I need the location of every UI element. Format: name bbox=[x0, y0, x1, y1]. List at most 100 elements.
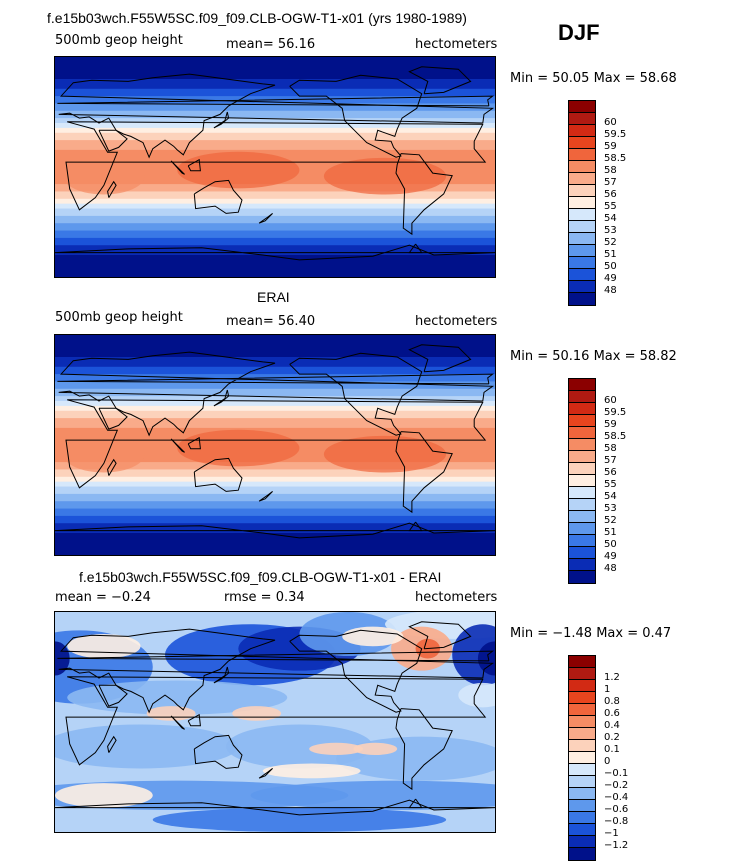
coastline bbox=[193, 734, 243, 769]
coastline bbox=[258, 491, 273, 502]
coastline bbox=[170, 438, 185, 453]
colorbar-cell bbox=[569, 740, 595, 752]
field-band bbox=[55, 486, 495, 495]
field-band bbox=[55, 501, 495, 510]
field-band bbox=[55, 381, 495, 390]
field-band bbox=[55, 481, 495, 488]
coastline bbox=[107, 180, 117, 198]
field-band bbox=[55, 405, 495, 412]
coastline bbox=[408, 344, 472, 373]
panel-2-mean-label: mean= 56.40 bbox=[226, 314, 316, 329]
colorbar-tick-label: −0.4 bbox=[604, 792, 629, 803]
colorbar-tick-label: 48 bbox=[604, 563, 617, 574]
coastline bbox=[57, 95, 495, 107]
colorbar-cell bbox=[569, 185, 595, 197]
colorbar-cell bbox=[569, 233, 595, 245]
colorbar-tick-label: 56 bbox=[604, 467, 617, 478]
colorbar-tick-label: 53 bbox=[604, 503, 617, 514]
field-band bbox=[55, 418, 495, 429]
field-band bbox=[55, 198, 495, 205]
season-label: DJF bbox=[558, 20, 600, 45]
colorbar-cell bbox=[569, 752, 595, 764]
colorbar-tick-label: −0.6 bbox=[604, 804, 629, 815]
field-patch bbox=[177, 151, 300, 189]
colorbar-cell bbox=[569, 776, 595, 788]
field-band bbox=[55, 357, 495, 368]
colorbar-tick-label: −0.1 bbox=[604, 768, 629, 779]
coastline bbox=[187, 158, 201, 172]
field-band bbox=[55, 533, 495, 555]
coastline bbox=[58, 73, 495, 159]
colorbar-tick-label: 0.2 bbox=[604, 732, 620, 743]
field-band bbox=[55, 462, 495, 470]
field-patch bbox=[323, 435, 447, 473]
panel-1-variable-label: 500mb geop height bbox=[55, 33, 183, 48]
colorbar-tick-label: 50 bbox=[604, 261, 617, 272]
coastline bbox=[55, 244, 495, 261]
coastline bbox=[98, 407, 128, 430]
colorbar-cell bbox=[569, 161, 595, 173]
field-band bbox=[55, 103, 495, 112]
coastline bbox=[170, 715, 185, 730]
colorbar-cell bbox=[569, 379, 595, 391]
colorbar-cell bbox=[569, 716, 595, 728]
panel-3-title: f.e15b03wch.F55W5SC.f09_f09.CLB-OGW-T1-x… bbox=[79, 569, 442, 585]
colorbar-cell bbox=[569, 439, 595, 451]
field-band bbox=[55, 88, 495, 97]
field-band bbox=[55, 237, 495, 246]
coastline bbox=[408, 243, 423, 254]
colorbar-tick-label: 51 bbox=[604, 527, 617, 538]
panel-2-variable-label: 500mb geop height bbox=[55, 310, 183, 325]
field-anomaly bbox=[250, 780, 495, 810]
field-band bbox=[55, 230, 495, 239]
field-anomaly bbox=[55, 783, 153, 808]
coastline bbox=[213, 389, 230, 407]
field-band bbox=[55, 469, 495, 478]
colorbar-tick-label: 56 bbox=[604, 189, 617, 200]
colorbar-tick-label: 57 bbox=[604, 455, 617, 466]
colorbar-tick-label: 49 bbox=[604, 273, 617, 284]
panel-2-units-label: hectometers bbox=[415, 314, 498, 329]
colorbar-tick-label: 0.1 bbox=[604, 744, 620, 755]
colorbar-tick-label: 55 bbox=[604, 201, 617, 212]
field-band bbox=[55, 79, 495, 90]
field-band bbox=[55, 132, 495, 141]
colorbar-cell bbox=[569, 499, 595, 511]
coastline bbox=[57, 373, 495, 385]
coastline bbox=[258, 213, 273, 224]
coastline bbox=[213, 666, 230, 684]
panel-1-colorbar bbox=[568, 100, 596, 306]
field-anomaly bbox=[67, 634, 141, 659]
coastline bbox=[395, 431, 453, 514]
colorbar-cell bbox=[569, 571, 595, 583]
field-band bbox=[55, 191, 495, 200]
field-band bbox=[55, 396, 495, 402]
colorbar-cell bbox=[569, 245, 595, 257]
colorbar-cell bbox=[569, 281, 595, 293]
colorbar-cell bbox=[569, 788, 595, 800]
field-anomaly bbox=[458, 682, 495, 708]
panel-3-minmax: Min = −1.48 Max = 0.47 bbox=[510, 626, 672, 641]
panel-1-mean-label: mean= 56.16 bbox=[226, 37, 316, 52]
colorbar-tick-label: 52 bbox=[604, 515, 617, 526]
panel-1-units-label: hectometers bbox=[415, 37, 498, 52]
field-band bbox=[55, 476, 495, 483]
colorbar-cell bbox=[569, 451, 595, 463]
colorbar-cell bbox=[569, 113, 595, 125]
colorbar-cell bbox=[569, 680, 595, 692]
coastline bbox=[107, 735, 117, 753]
colorbar-cell bbox=[569, 221, 595, 233]
colorbar-cell bbox=[569, 812, 595, 824]
colorbar-tick-label: 0.6 bbox=[604, 708, 620, 719]
field-patch bbox=[63, 157, 145, 195]
coastline bbox=[98, 684, 128, 707]
field-band bbox=[55, 140, 495, 151]
coastline bbox=[55, 799, 495, 816]
colorbar-cell bbox=[569, 668, 595, 680]
colorbar-tick-label: 49 bbox=[604, 551, 617, 562]
field-band bbox=[55, 515, 495, 524]
panel-3-map bbox=[54, 611, 496, 833]
field-band bbox=[55, 127, 495, 134]
colorbar-cell bbox=[569, 197, 595, 209]
field-band bbox=[55, 508, 495, 517]
